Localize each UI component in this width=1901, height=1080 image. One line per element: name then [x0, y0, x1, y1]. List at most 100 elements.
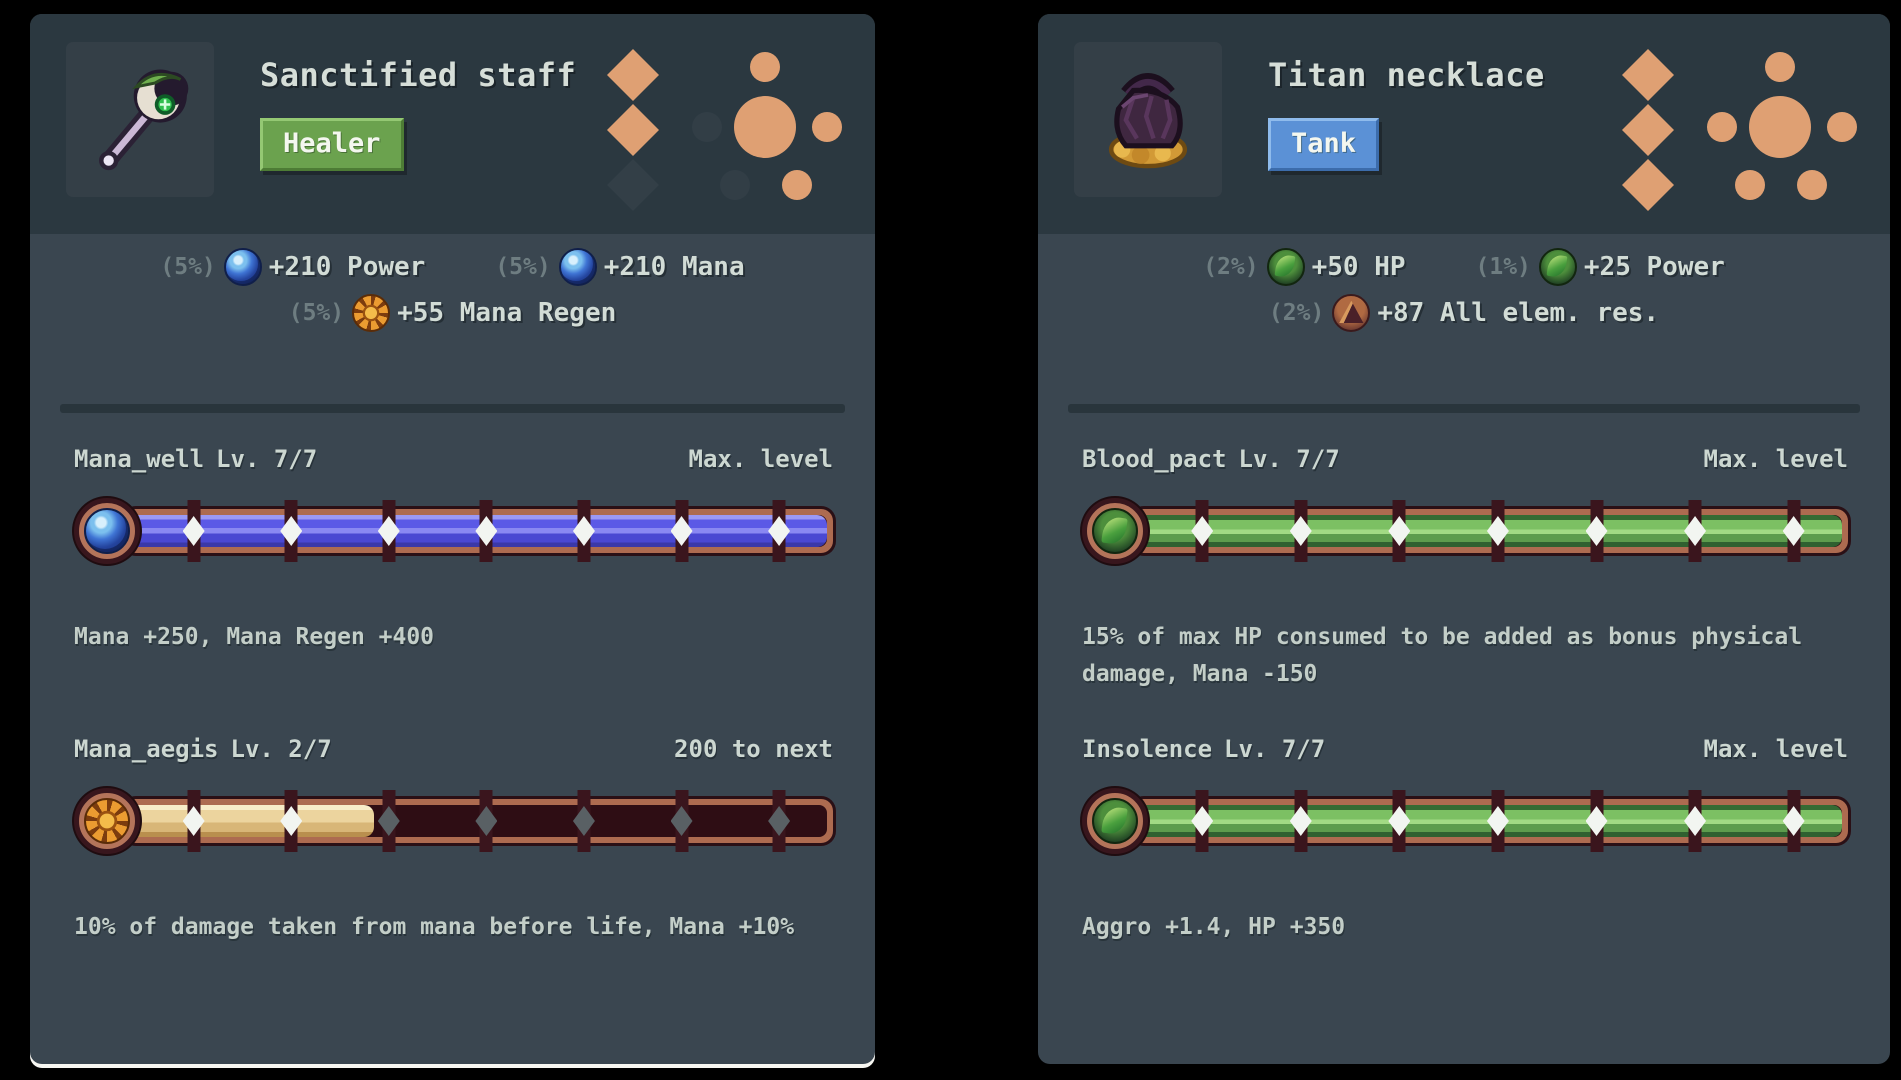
stat-label: +210 Mana	[603, 252, 745, 282]
level-marker	[475, 516, 498, 546]
level-marker	[1388, 516, 1411, 546]
rarity-diamond	[1622, 49, 1674, 101]
level-marker	[572, 806, 595, 836]
stat-power: (5%) +210 Power	[160, 248, 425, 286]
stat-hp: (2%) +50 HP	[1203, 248, 1406, 286]
skill-description: Aggro +1.4, HP +350	[1082, 914, 1346, 940]
item-title: Sanctified staff	[260, 56, 577, 94]
mana-orb-icon	[84, 508, 130, 554]
skill-insolence: Insolence Lv. 7/7 Max. level Aggro +1.4, …	[1082, 735, 1848, 1025]
card-header: Titan necklace Tank	[1038, 14, 1890, 234]
section-divider	[60, 404, 845, 413]
card-header: Sanctified staff Healer	[30, 14, 875, 234]
skill-level: Lv. 7/7	[1238, 445, 1340, 473]
skill-level: Lv. 7/7	[216, 445, 318, 473]
skills-section: Blood_pact Lv. 7/7 Max. level 15% of max …	[1038, 413, 1890, 1025]
level-marker	[768, 516, 791, 546]
skill-progress-bar	[74, 498, 833, 564]
skill-progress-bar	[1082, 788, 1848, 854]
rarity-circle	[1797, 170, 1827, 200]
level-marker	[768, 806, 791, 836]
sun-icon	[352, 294, 391, 332]
level-marker	[1191, 516, 1214, 546]
rarity-circle	[1707, 112, 1737, 142]
skill-name: Mana_well Lv. 7/7	[74, 445, 318, 473]
rarity-circle	[1735, 170, 1765, 200]
mountain-icon	[1332, 294, 1371, 332]
level-marker	[1486, 516, 1509, 546]
level-marker	[1585, 806, 1608, 836]
stat-label: +87 All elem. res.	[1377, 298, 1660, 328]
skill-status: Max. level	[1703, 445, 1849, 473]
stats-section: (5%) +210 Power (5%) +210 Mana (5%) +55 …	[30, 234, 875, 334]
skill-description: Mana +250, Mana Regen +400	[74, 624, 435, 650]
skill-bar-track	[124, 500, 833, 562]
skill-bar-icon	[1082, 788, 1148, 854]
leaf-icon	[1266, 248, 1305, 286]
level-marker	[1486, 806, 1509, 836]
skills-section: Mana_well Lv. 7/7 Max. level Mana +250, M…	[30, 413, 875, 1025]
rarity-circle	[782, 170, 812, 200]
leaf-icon	[1092, 798, 1138, 844]
stat-chance: (1%)	[1475, 254, 1531, 280]
section-divider	[1068, 404, 1860, 413]
level-marker	[1782, 516, 1805, 546]
skill-bar-track	[1132, 790, 1848, 852]
stat-label: +25 Power	[1583, 252, 1725, 282]
stat-label: +50 HP	[1311, 252, 1406, 282]
stat-chance: (5%)	[495, 254, 551, 280]
stat-label: +55 Mana Regen	[397, 298, 617, 328]
stat-chance: (2%)	[1268, 300, 1325, 326]
stat-chance: (5%)	[288, 300, 345, 326]
rarity-diamond	[1622, 104, 1674, 156]
level-marker	[475, 806, 498, 836]
rarity-diamond	[607, 49, 659, 101]
level-marker	[377, 806, 400, 836]
skill-progress-markers	[140, 500, 823, 562]
skill-bar-icon	[74, 788, 140, 854]
skill-progress-bar	[74, 788, 833, 854]
skill-mana-aegis: Mana_aegis Lv. 2/7 200 to next 10% of dam…	[74, 735, 833, 1025]
level-marker	[1191, 806, 1214, 836]
level-marker	[377, 516, 400, 546]
item-icon-box	[1074, 42, 1222, 197]
rarity-circles	[685, 50, 845, 200]
rarity-diamond	[607, 159, 659, 211]
skill-blood-pact: Blood_pact Lv. 7/7 Max. level 15% of max …	[1082, 445, 1848, 735]
skill-progress-markers	[1148, 790, 1838, 852]
rarity-circle	[750, 52, 780, 82]
rarity-circle	[1765, 52, 1795, 82]
level-marker	[182, 516, 205, 546]
level-marker	[670, 806, 693, 836]
skill-bar-icon	[74, 498, 140, 564]
skill-status: Max. level	[688, 445, 834, 473]
rarity-circles	[1700, 50, 1860, 200]
level-marker	[1388, 806, 1411, 836]
level-marker	[1684, 516, 1707, 546]
rarity-diamond	[1622, 159, 1674, 211]
mana-orb-icon	[223, 248, 262, 286]
stat-elemental-resistance: (2%) +87 All elem. res.	[1269, 294, 1659, 332]
item-tooltip-card-staff: Sanctified staff Healer (5%) +210 Power …	[30, 14, 875, 1064]
skill-bar-fill	[130, 805, 374, 837]
skill-bar-track	[124, 790, 833, 852]
leaf-icon	[1538, 248, 1577, 286]
skill-status: Max. level	[1703, 735, 1849, 763]
skill-status: 200 to next	[674, 735, 833, 763]
role-badge: Tank	[1268, 118, 1380, 171]
item-icon-box	[66, 42, 214, 197]
skill-progress-bar	[1082, 498, 1848, 564]
item-tooltip-card-necklace: Titan necklace Tank (2%) +50 HP (1%) +25…	[1038, 14, 1890, 1064]
skill-bar-icon	[1082, 498, 1148, 564]
rarity-diamonds	[1622, 49, 1674, 215]
rarity-circle	[720, 170, 750, 200]
level-marker	[1782, 806, 1805, 836]
stat-chance: (2%)	[1203, 254, 1259, 280]
stat-chance: (5%)	[160, 254, 216, 280]
level-marker	[1289, 806, 1312, 836]
stat-mana-regen: (5%) +55 Mana Regen	[288, 294, 617, 332]
stat-mana: (5%) +210 Mana	[495, 248, 745, 286]
rarity-diamonds	[607, 49, 659, 215]
leaf-icon	[1092, 508, 1138, 554]
